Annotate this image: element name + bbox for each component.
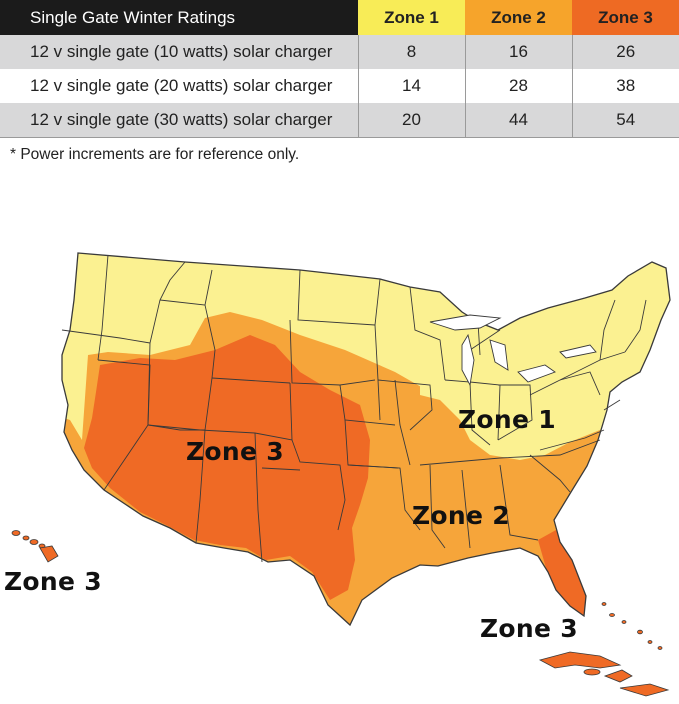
- cell-value: 44: [464, 103, 572, 138]
- cell-value: 28: [464, 69, 572, 103]
- zone-3-west-map-label: Zone 3: [186, 437, 284, 466]
- row-label: 12 v single gate (20 watts) solar charge…: [0, 69, 358, 103]
- zone-map: Zone 1 Zone 2 Zone 3 Zone 3 Zone 3: [0, 240, 679, 699]
- zone-3-hawaii-map-label: Zone 3: [4, 567, 102, 596]
- zone-3-region: [84, 335, 370, 600]
- table-row: 12 v single gate (30 watts) solar charge…: [0, 103, 679, 138]
- zone-1-map-label: Zone 1: [458, 405, 556, 434]
- table-title: Single Gate Winter Ratings: [0, 0, 358, 35]
- footnote: * Power increments are for reference onl…: [10, 146, 300, 163]
- zone-2-map-label: Zone 2: [412, 501, 510, 530]
- zone-2-header: Zone 2: [465, 0, 572, 35]
- cell-value: 26: [571, 35, 679, 69]
- hawaii-islands: [11, 530, 59, 563]
- caribbean-islands: [538, 602, 670, 697]
- cell-value: 8: [357, 35, 465, 69]
- cell-value: 16: [464, 35, 572, 69]
- table-header-row: Single Gate Winter Ratings Zone 1 Zone 2…: [0, 0, 679, 35]
- zone-1-header: Zone 1: [358, 0, 465, 35]
- zone-3-caribbean-map-label: Zone 3: [480, 614, 578, 643]
- cell-value: 14: [357, 69, 465, 103]
- table-row: 12 v single gate (20 watts) solar charge…: [0, 69, 679, 103]
- ratings-table-block: Single Gate Winter Ratings Zone 1 Zone 2…: [0, 0, 679, 138]
- zone-3-header: Zone 3: [572, 0, 679, 35]
- ratings-table: Single Gate Winter Ratings Zone 1 Zone 2…: [0, 0, 679, 138]
- great-lakes: [429, 314, 597, 387]
- us-map-svg: [11, 252, 671, 697]
- cell-value: 54: [571, 103, 679, 138]
- row-label: 12 v single gate (30 watts) solar charge…: [0, 103, 358, 138]
- table-row: 12 v single gate (10 watts) solar charge…: [0, 35, 679, 69]
- state-borders: [61, 252, 671, 626]
- row-label: 12 v single gate (10 watts) solar charge…: [0, 35, 358, 69]
- zone-3-florida: [538, 530, 588, 620]
- cell-value: 20: [357, 103, 465, 138]
- cell-value: 38: [571, 69, 679, 103]
